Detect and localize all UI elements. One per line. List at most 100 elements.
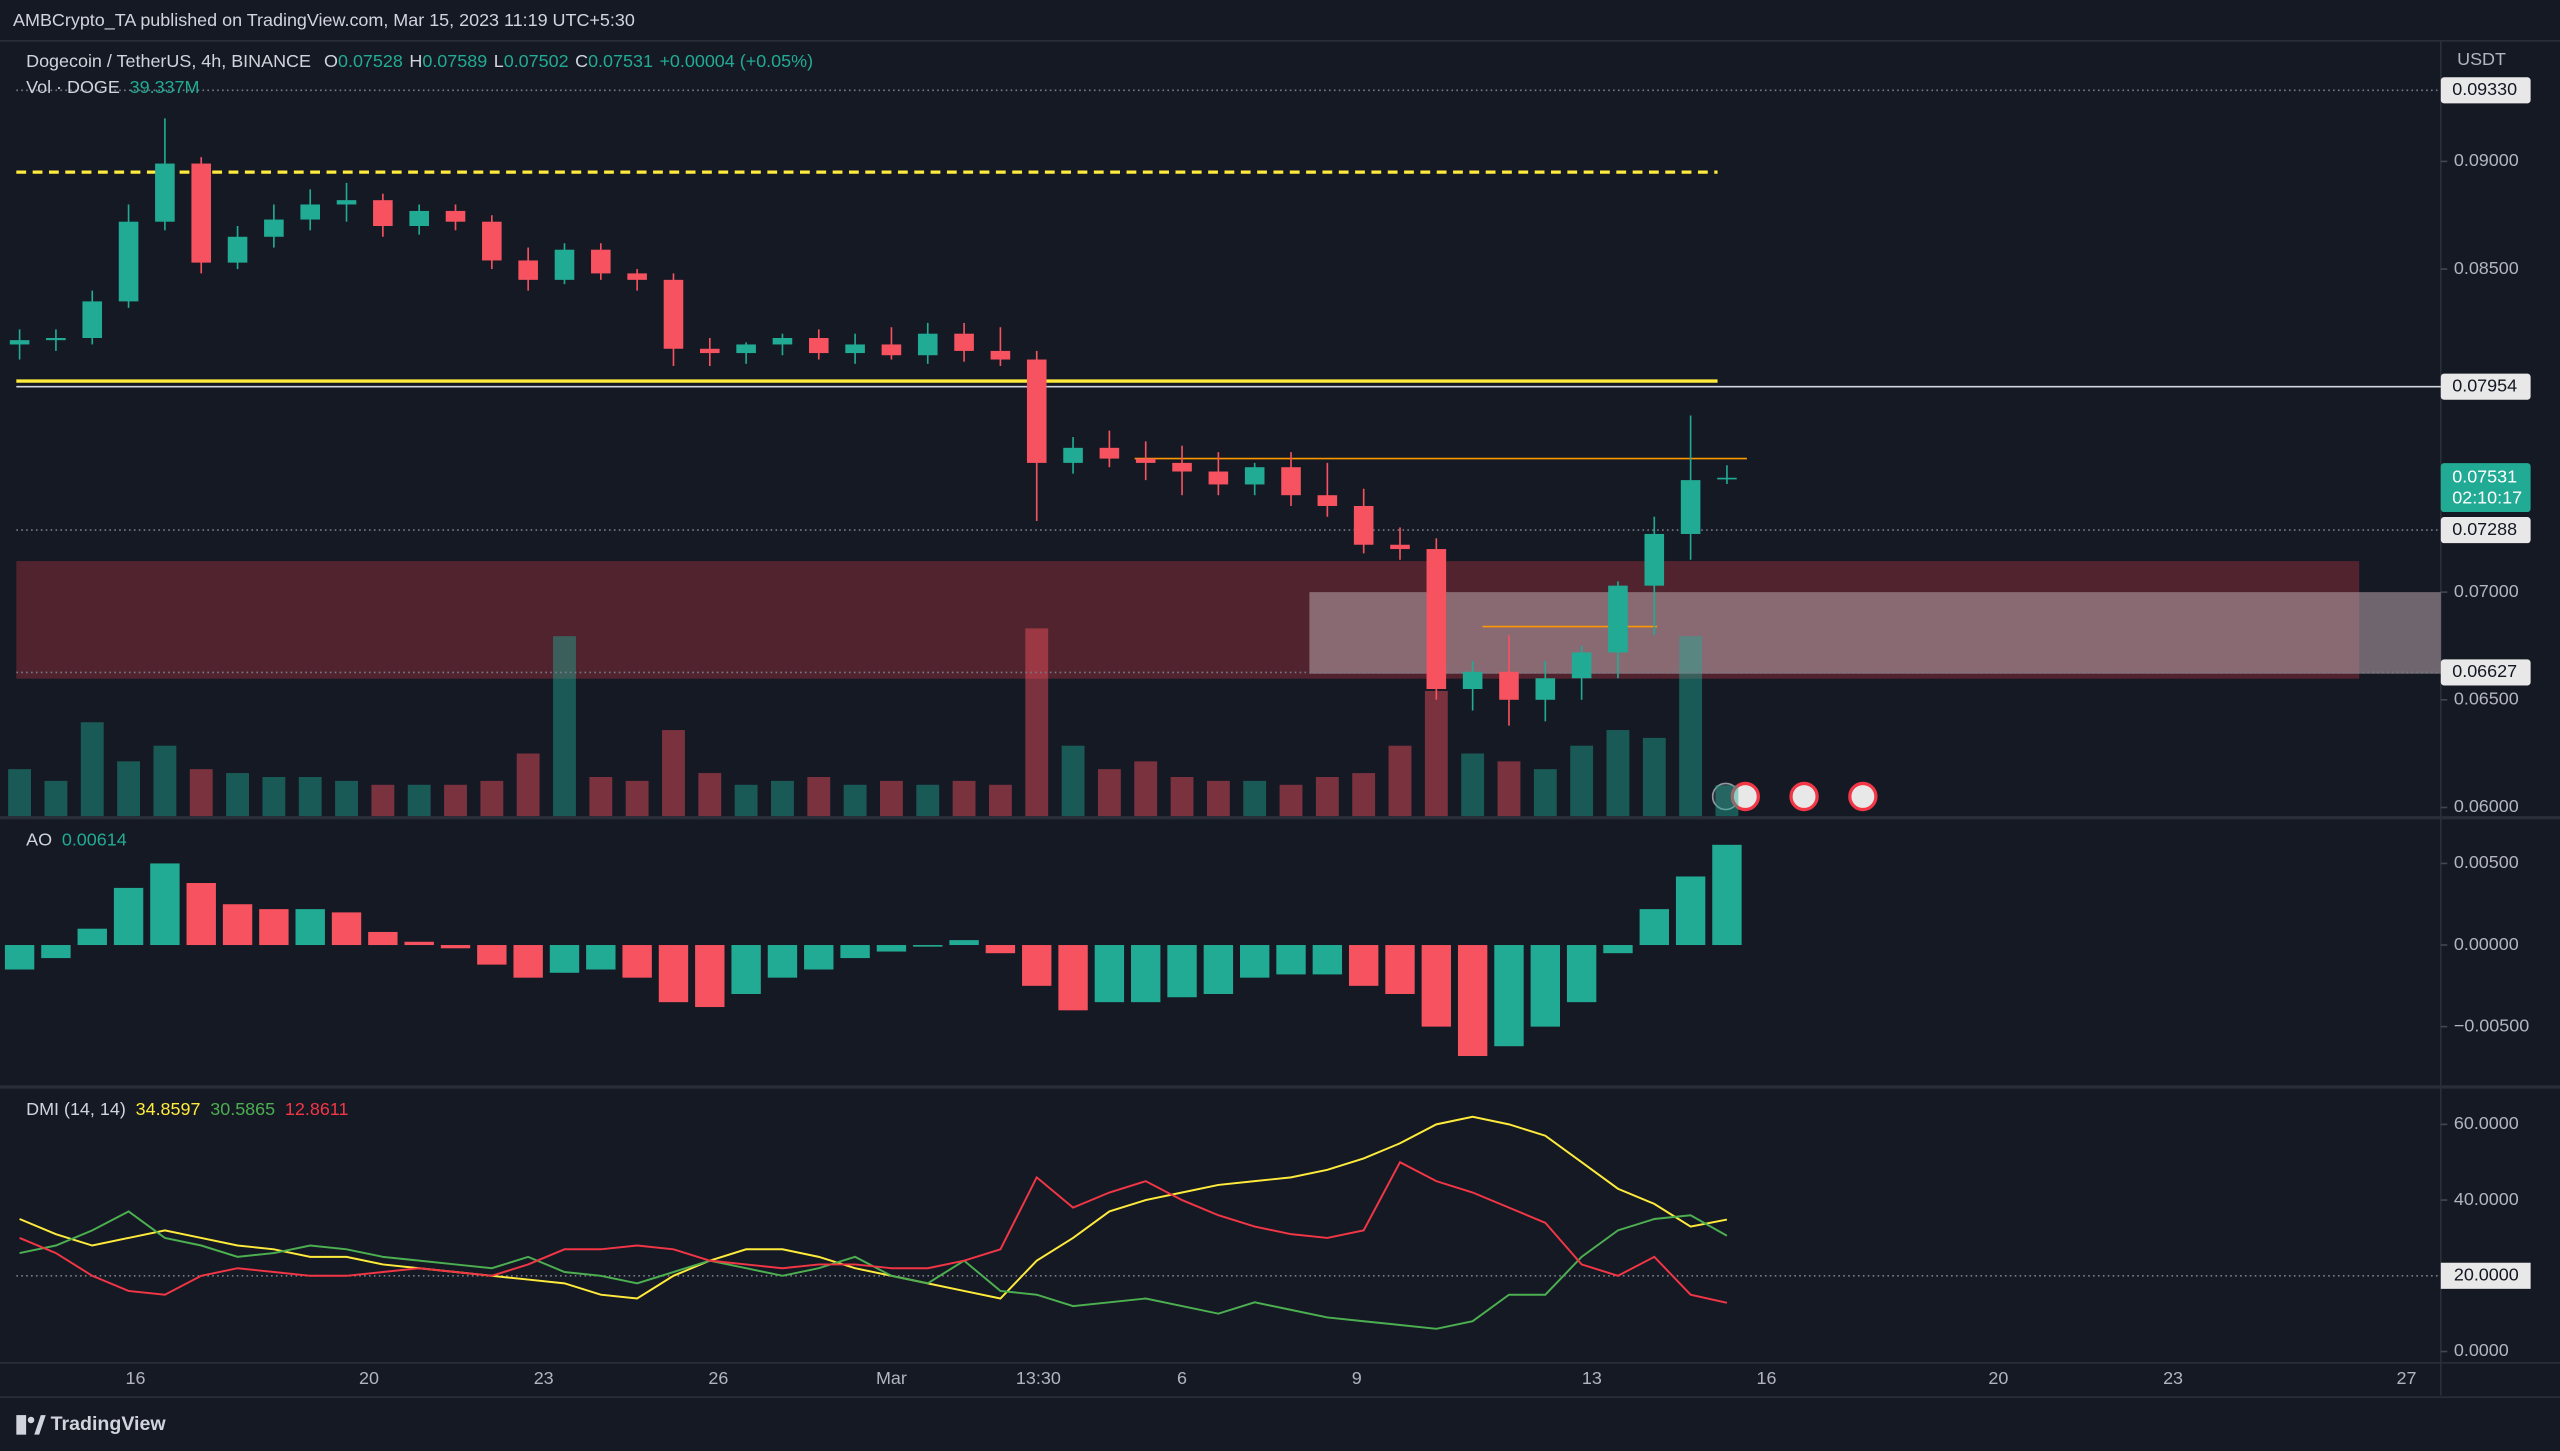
volume-bar [44, 780, 68, 817]
ao-bar [1712, 844, 1742, 946]
ao-bar [949, 940, 979, 946]
ao-bar [404, 941, 434, 946]
ao-bar [985, 945, 1016, 954]
pane: 0.06000 0.06500 0.07000 0.08500 0.09000 0.093… [8, 49, 2531, 817]
volume-bar [1352, 773, 1376, 817]
volume-bar [480, 780, 504, 817]
y-tick-label: 0.0000 [2454, 1340, 2509, 1360]
volume-bar [226, 773, 249, 817]
change: +0.00004 (+0.05%) [659, 51, 813, 71]
y-tick-label: 0.06500 [2454, 689, 2519, 709]
candle-body [1571, 652, 1592, 679]
legend-value: 0.00614 [62, 829, 127, 849]
ao-bar [1494, 945, 1524, 1047]
ao-bar [1675, 876, 1706, 946]
volume-bar [1206, 780, 1230, 817]
volume-bar [553, 636, 576, 817]
y-tick-label: 0.06000 [2454, 796, 2519, 816]
volume-bar [1025, 628, 1049, 817]
event-icon[interactable] [1730, 781, 1760, 812]
volume-bar [1097, 769, 1121, 817]
ao-bar [913, 945, 943, 947]
candle-body [82, 301, 103, 338]
x-tick-label: 20 [359, 1368, 379, 1388]
y-tick-label: 40.0000 [2454, 1189, 2519, 1209]
ao-bar [586, 945, 616, 970]
candle-body [9, 340, 30, 345]
ao-bar [368, 931, 398, 946]
ohlc-value: 0.07502 [504, 51, 569, 71]
candle-body [1426, 549, 1447, 690]
candle-body [1172, 462, 1192, 472]
y-tick-label: 0.07000 [2454, 581, 2519, 601]
candle-body [881, 344, 902, 356]
volume-bar [880, 780, 903, 817]
volume-value: 39.337M [130, 77, 200, 97]
volume-bar [734, 784, 758, 817]
candle-body [1717, 477, 1737, 480]
pane: −0.00500 0.00000 0.00500 AO 0.00614 [4, 829, 2529, 1057]
candle-body [1135, 458, 1156, 463]
legend-value: 34.8597 [136, 1099, 201, 1119]
reference-box [2440, 1262, 2531, 1289]
volume-bar [1497, 761, 1521, 817]
candle-body [1680, 480, 1701, 534]
volume-bar [407, 784, 431, 817]
publish-header: AMBCrypto_TA published on TradingView.co… [13, 10, 635, 31]
ao-bar [186, 883, 216, 946]
ao-bar [331, 912, 362, 946]
dmi-line [19, 1160, 1728, 1304]
ohlc-key: O [324, 51, 338, 71]
event-icons [1711, 781, 1878, 812]
ao-bar [150, 863, 180, 946]
candle-body [954, 333, 974, 351]
current-price: 0.07531 [2452, 466, 2517, 486]
candle-body [227, 236, 248, 263]
candle-body [990, 350, 1011, 360]
y-tick-label: 60.0000 [2454, 1113, 2519, 1133]
candle-body [591, 249, 611, 274]
pane: 0.0000 20.0000 40.0000 60.0000 DMI (14, 14) 3… [16, 1099, 2531, 1360]
volume-bar [8, 769, 32, 817]
candle-body [1317, 495, 1338, 506]
ao-bar [549, 945, 580, 973]
event-icon[interactable] [1848, 781, 1878, 812]
tradingview-logo[interactable]: TradingView [16, 1413, 166, 1435]
volume-bar [1715, 785, 1739, 817]
logo-mark [34, 1415, 46, 1435]
level-box [2440, 77, 2531, 104]
ao-bar [622, 945, 652, 978]
ao-bar [1385, 945, 1415, 994]
brand: TradingView [51, 1413, 167, 1435]
x-tick-label: 13 [1582, 1368, 1602, 1388]
candle-body [46, 337, 66, 341]
volume-bar [1061, 745, 1085, 817]
candle-body [336, 200, 357, 205]
candle-body [1499, 671, 1519, 700]
volume-bar [1606, 730, 1630, 817]
ao-bar [1457, 945, 1488, 1057]
x-tick-label: 20 [1988, 1368, 2008, 1388]
ao-bar [222, 904, 253, 946]
volume-bar [1279, 784, 1303, 817]
candle-body [1535, 678, 1556, 700]
volume-bar [262, 776, 286, 817]
legend: AO 0.00614 [26, 829, 127, 849]
volume-bar [1315, 776, 1339, 817]
ohlc-value: 0.07589 [422, 51, 487, 71]
ao-bar [1167, 945, 1197, 998]
candle-body [445, 210, 466, 222]
candle-body [1644, 533, 1665, 586]
price-box [2440, 463, 2531, 513]
candle-body [155, 163, 175, 222]
candle-body [191, 163, 212, 263]
volume-bar [1570, 745, 1594, 817]
ao-bar [1530, 945, 1560, 1027]
event-icon[interactable] [1789, 781, 1819, 812]
ohlc-key: H [409, 51, 422, 71]
y-tick-label: −0.00500 [2454, 1015, 2529, 1035]
candle-body [1244, 467, 1265, 485]
ao-bar [513, 945, 543, 978]
dmi-line [19, 1115, 1728, 1300]
